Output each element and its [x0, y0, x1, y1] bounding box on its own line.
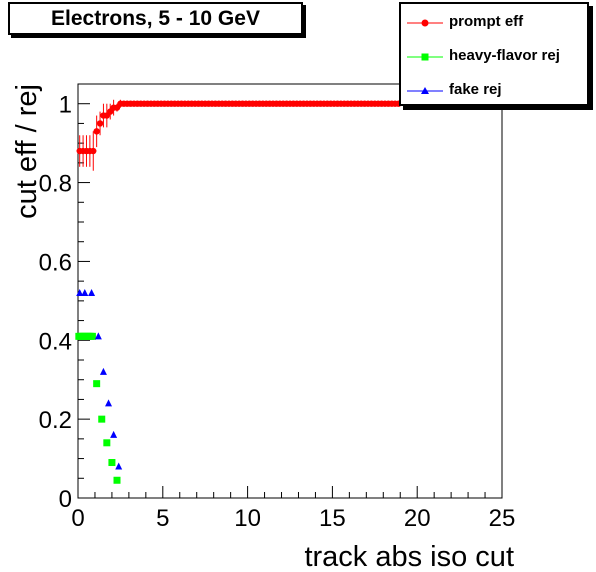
series-layer — [75, 99, 402, 484]
legend-marker-prompt-eff — [407, 19, 443, 27]
axes: 0 5 10 15 20 25 0 0.2 0.4 0.6 0.8 1 — [39, 83, 516, 532]
x-tick-label: 5 — [156, 505, 169, 532]
data-point — [115, 462, 123, 470]
legend-entry-prompt-eff: prompt eff — [401, 10, 587, 36]
data-point — [99, 367, 107, 375]
y-tick-label: 1 — [59, 92, 72, 119]
y-tick-label: 0.8 — [39, 171, 72, 198]
data-point — [110, 430, 118, 438]
chart-title: Electrons, 5 - 10 GeV — [8, 2, 303, 35]
legend-marker-heavy-flavor-rej — [407, 53, 443, 61]
data-point — [103, 439, 111, 447]
data-point — [108, 459, 116, 467]
x-axis-title: track abs iso cut — [304, 541, 514, 572]
legend: prompt eff heavy-flavor rej fake rej — [399, 2, 589, 106]
y-tick-label: 0 — [59, 486, 72, 513]
legend-marker-fake-rej — [407, 87, 443, 94]
chart-title-text: Electrons, 5 - 10 GeV — [51, 6, 260, 30]
series-heavy-flavor-rej — [75, 332, 121, 484]
series-prompt-eff — [76, 99, 402, 171]
data-point — [105, 399, 113, 407]
data-point — [81, 288, 89, 296]
plot-frame — [77, 83, 503, 499]
x-tick-label: 25 — [489, 505, 516, 532]
legend-label-fake-rej: fake rej — [449, 81, 502, 98]
legend-entry-fake-rej: fake rej — [401, 78, 587, 104]
series-fake-rej — [76, 288, 123, 470]
y-tick-label: 0.4 — [39, 328, 72, 355]
data-point — [94, 332, 102, 340]
x-tick-label: 0 — [71, 505, 84, 532]
data-point — [113, 476, 121, 484]
data-point — [98, 415, 106, 423]
legend-label-heavy-flavor-rej: heavy-flavor rej — [449, 47, 560, 64]
data-point — [93, 128, 100, 135]
data-point — [93, 380, 101, 388]
data-point — [88, 332, 96, 340]
x-tick-label: 15 — [319, 505, 346, 532]
data-point — [88, 288, 96, 296]
data-point — [76, 288, 84, 296]
y-axis-title: cut eff / rej — [11, 84, 43, 219]
data-point — [96, 120, 104, 127]
y-tick-label: 0.6 — [39, 249, 72, 276]
y-tick-label: 0.2 — [39, 407, 72, 434]
x-tick-label: 10 — [234, 505, 261, 532]
legend-label-prompt-eff: prompt eff — [449, 13, 524, 30]
x-tick-label: 20 — [404, 505, 431, 532]
legend-entry-heavy-flavor-rej: heavy-flavor rej — [401, 44, 587, 70]
data-point — [90, 147, 97, 155]
